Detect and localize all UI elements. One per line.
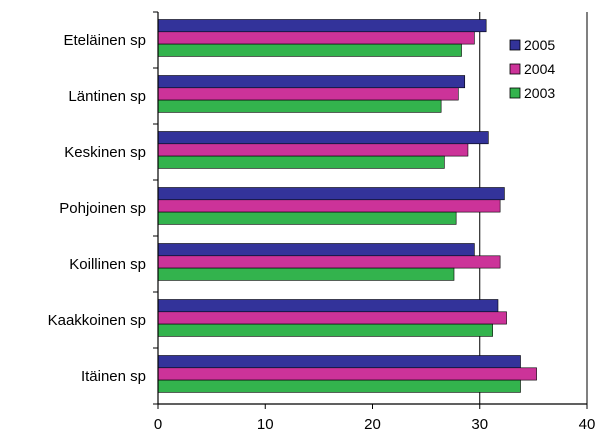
- legend-label: 2004: [524, 61, 555, 77]
- category-label: Itäinen sp: [81, 368, 146, 385]
- category-label: Koillinen sp: [69, 256, 146, 273]
- bar-2005-2: [157, 131, 489, 145]
- legend-label: 2003: [524, 85, 555, 101]
- x-tick-label: 30: [471, 416, 488, 433]
- x-tick-label: 20: [364, 416, 381, 433]
- bar-2003-6: [157, 379, 521, 393]
- legend-swatch-2005: [509, 39, 521, 51]
- bar-2005-3: [157, 187, 505, 201]
- bar-2005-0: [157, 19, 487, 33]
- legend-swatch-2004: [509, 63, 521, 75]
- x-tick-labels: 0 10 20 30 40: [154, 416, 596, 433]
- category-label: Eteläinen sp: [63, 32, 146, 49]
- x-tick-label: 40: [579, 416, 596, 433]
- bar-2004-1: [157, 87, 459, 101]
- x-tick-label: 10: [257, 416, 274, 433]
- legend: 2005 2004 2003: [509, 37, 555, 101]
- bar-2005-1: [157, 75, 466, 89]
- category-label: Kaakkoinen sp: [48, 312, 146, 329]
- bar-2003-1: [157, 99, 442, 113]
- bar-2004-2: [157, 143, 469, 157]
- legend-label: 2005: [524, 37, 555, 53]
- bar-2003-5: [157, 323, 493, 337]
- bar-2003-3: [157, 211, 457, 225]
- bar-2004-5: [157, 311, 507, 325]
- bar-2004-3: [157, 199, 501, 213]
- bar-2003-4: [157, 267, 455, 281]
- bar-2004-0: [157, 31, 475, 45]
- category-label: Pohjoinen sp: [59, 200, 146, 217]
- bar-2004-6: [157, 367, 537, 381]
- legend-swatch-2003: [509, 87, 521, 99]
- bars: [157, 19, 537, 393]
- category-label: Keskinen sp: [64, 144, 146, 161]
- axes: [153, 11, 588, 409]
- bar-2003-0: [157, 43, 462, 57]
- bar-2003-2: [157, 155, 445, 169]
- bar-2004-4: [157, 255, 501, 269]
- x-tick-label: 0: [154, 416, 162, 433]
- bar-2005-6: [157, 355, 521, 369]
- category-labels: Eteläinen sp Läntinen sp Keskinen sp Pohjoi…: [48, 32, 146, 385]
- bar-2005-5: [157, 299, 499, 313]
- category-label: Läntinen sp: [68, 88, 146, 105]
- bar-2005-4: [157, 243, 475, 257]
